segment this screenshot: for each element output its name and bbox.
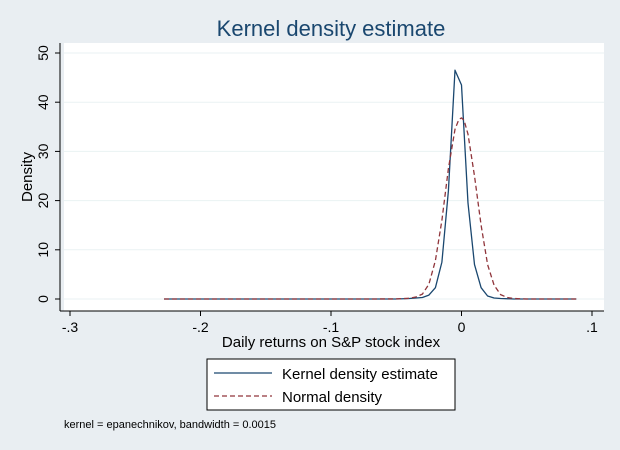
series-group — [164, 69, 577, 300]
x-tick-label: 0 — [458, 319, 466, 335]
y-axis-label: Density — [19, 151, 36, 202]
normal-density-line — [164, 117, 577, 300]
legend-label-kernel: Kernel density estimate — [282, 366, 438, 383]
x-axis-ticks: -.3 -.2 -.1 0 .1 — [62, 311, 598, 335]
y-tick-label: 10 — [35, 242, 51, 258]
plot-area — [64, 43, 604, 311]
y-tick-label: 30 — [35, 143, 51, 159]
x-tick-label: -.3 — [62, 319, 79, 335]
x-tick-label: .1 — [586, 319, 598, 335]
x-axis-label: Daily returns on S&P stock index — [222, 334, 441, 351]
y-tick-label: 40 — [35, 94, 51, 110]
legend-label-normal: Normal density — [282, 389, 383, 406]
x-tick-label: -.1 — [323, 319, 340, 335]
x-tick-label: -.2 — [192, 319, 209, 335]
y-tick-label: 0 — [35, 295, 51, 303]
y-tick-label: 20 — [35, 193, 51, 209]
chart-title: Kernel density estimate — [217, 16, 446, 41]
y-tick-label: 50 — [35, 45, 51, 61]
legend-box — [206, 358, 456, 411]
kernel-density-line — [164, 69, 577, 300]
kernel-note: kernel = epanechnikov, bandwidth = 0.001… — [64, 419, 276, 431]
y-axis-ticks: 0 10 20 30 40 50 — [35, 45, 60, 303]
